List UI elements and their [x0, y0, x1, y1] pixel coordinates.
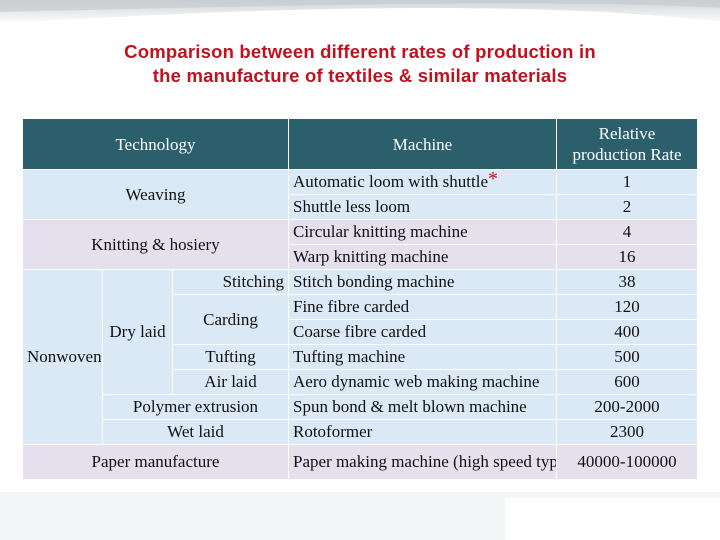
table-row: Nonwoven Dry laid Stitching Stitch bondi… [22, 269, 698, 445]
table-row: Knitting & hosiery Circular knitting mac… [22, 219, 698, 270]
header-rate-line-2: production Rate [572, 145, 682, 164]
rate-cell: 4 [556, 219, 698, 245]
machine-cell: Paper making machine (high speed type) [288, 444, 557, 480]
group-nonwoven: Nonwoven [22, 269, 103, 445]
page-title: Comparison between different rates of pr… [0, 40, 720, 88]
title-line-2: the manufacture of textiles & similar ma… [152, 65, 568, 86]
header-rate-line-1: Relative [598, 124, 656, 143]
rate-cell: 500 [556, 344, 698, 370]
header-relative-rate: Relative production Rate [556, 118, 698, 170]
rate-cell: 40000-100000 [556, 444, 698, 480]
rate-cell: 600 [556, 369, 698, 395]
table-row: Coarse fibre carded 400 [23, 319, 698, 345]
table-row: Warp knitting machine 16 [23, 244, 698, 270]
machine-cell: Aero dynamic web making machine [288, 369, 557, 395]
group-carding: Carding [172, 294, 289, 345]
table-header-row: Technology Machine Relative production Ra… [22, 118, 698, 170]
group-polymer-extrusion: Polymer extrusion [102, 394, 289, 420]
group-tufting: Tufting [172, 344, 289, 370]
table-row: Paper manufacture Paper making machine (… [22, 444, 698, 480]
group-wet-laid: Wet laid [102, 419, 289, 445]
header-machine: Machine [288, 118, 557, 170]
group-dry-laid: Dry laid [102, 269, 173, 395]
machine-name: Automatic loom with shuttle [293, 172, 489, 191]
machine-cell: Circular knitting machine [288, 219, 557, 245]
group-stitching: Stitching [172, 269, 289, 295]
footnote-asterisk: * [488, 169, 499, 190]
machine-cell: Stitch bonding machine [288, 269, 557, 295]
table-row: Wet laid Rotoformer 2300 [23, 419, 698, 445]
table-row: Polymer extrusion Spun bond & melt blown… [23, 394, 698, 420]
rate-cell: 400 [556, 319, 698, 345]
group-weaving: Weaving [22, 169, 289, 220]
header-technology: Technology [22, 118, 289, 170]
rate-cell: 16 [556, 244, 698, 270]
group-knitting: Knitting & hosiery [22, 219, 289, 270]
machine-cell: Rotoformer [288, 419, 557, 445]
header-swoosh-decoration [0, 0, 720, 24]
rate-cell: 120 [556, 294, 698, 320]
machine-cell: Fine fibre carded [288, 294, 557, 320]
table-row: Weaving Automatic loom with shuttle* 1 [22, 169, 698, 220]
production-rate-table: Technology Machine Relative production Ra… [22, 118, 698, 480]
group-air-laid: Air laid [172, 369, 289, 395]
footer-decoration [0, 492, 720, 540]
rate-cell: 2300 [556, 419, 698, 445]
machine-cell: Coarse fibre carded [288, 319, 557, 345]
machine-cell: Spun bond & melt blown machine [288, 394, 557, 420]
machine-cell: Tufting machine [288, 344, 557, 370]
machine-cell: Automatic loom with shuttle* [288, 169, 557, 195]
table-row: Carding Fine fibre carded 120 [23, 294, 698, 345]
title-line-1: Comparison between different rates of pr… [124, 41, 596, 62]
rate-cell: 38 [556, 269, 698, 295]
rate-cell: 1 [556, 169, 698, 195]
rate-cell: 2 [556, 194, 698, 220]
machine-cell: Shuttle less loom [288, 194, 557, 220]
group-paper: Paper manufacture [22, 444, 289, 480]
table-row: Shuttle less loom 2 [23, 194, 698, 220]
machine-cell: Warp knitting machine [288, 244, 557, 270]
table-row: Tufting Tufting machine 500 [23, 344, 698, 370]
rate-cell: 200-2000 [556, 394, 698, 420]
table-row: Air laid Aero dynamic web making machine… [23, 369, 698, 395]
